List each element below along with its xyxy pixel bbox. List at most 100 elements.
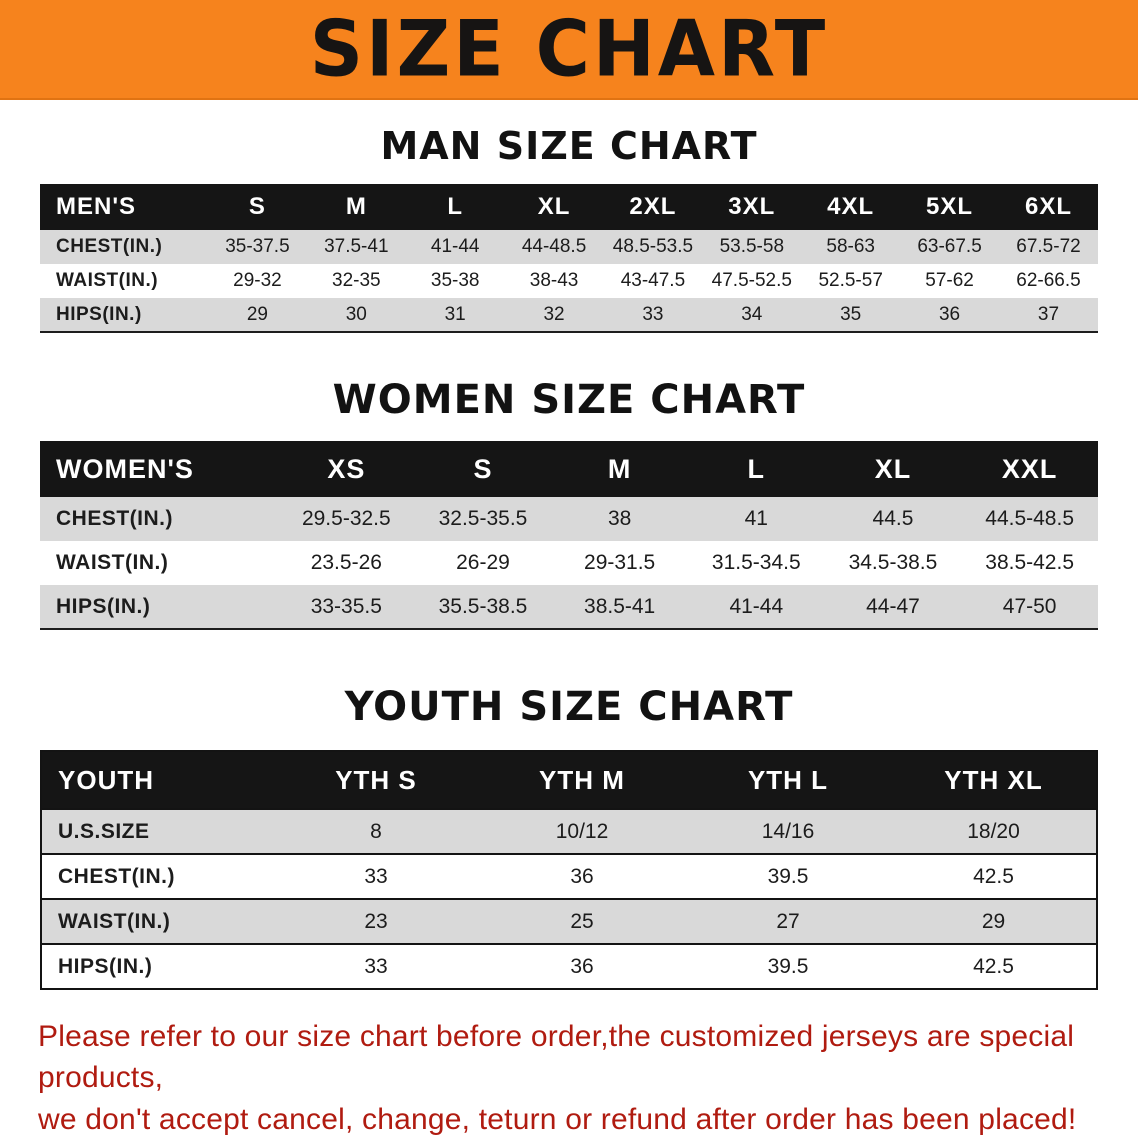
size-value-cell: 31.5-34.5 <box>711 551 801 574</box>
size-value-cell: 67.5-72 <box>999 230 1098 264</box>
measurement-row: HIPS(IN.) 33-35.5 35.5-38.5 38.5-41 41-44 44-… <box>40 585 1098 629</box>
measurement-row: WAIST(IN.) 23 25 27 29 <box>41 898 1097 944</box>
table-title-cell: MEN'S <box>40 184 208 230</box>
size-value-cell: 38-43 <box>529 270 579 291</box>
measurement-row: HIPS(IN.) 33 36 39.5 42.5 <box>41 943 1097 989</box>
size-value-cell: 39.5 <box>685 853 891 899</box>
row-label-cell: CHEST(IN.) <box>40 230 208 264</box>
women-section-heading: WOMEN SIZE CHART <box>332 377 806 423</box>
men-section-heading: MAN SIZE CHART <box>380 124 758 168</box>
size-value-cell: 29-31.5 <box>584 551 656 574</box>
size-value-cell: 33-35.5 <box>278 585 415 629</box>
row-label-cell: CHEST(IN.) <box>40 497 278 541</box>
size-column-header: YTH XL <box>891 751 1097 809</box>
size-value-cell: 44.5 <box>824 497 962 541</box>
size-column-header: XL <box>824 441 962 497</box>
table-header-row: WOMEN'S XS S M L XL XXL <box>40 441 1098 497</box>
footer-disclaimer-line-1: Please refer to our size chart before or… <box>38 1020 1075 1095</box>
size-column-header: XS <box>278 441 415 497</box>
footer-disclaimer: Please refer to our size chart before or… <box>0 1016 1138 1140</box>
row-label-cell: CHEST(IN.) <box>41 853 273 899</box>
size-value-cell: 25 <box>479 898 685 944</box>
size-column-header: M <box>551 441 688 497</box>
measurement-row: CHEST(IN.) 35-37.5 37.5-41 41-44 44-48.5 48.5… <box>40 230 1098 264</box>
size-value-cell: 14/16 <box>685 808 891 854</box>
size-column-header: M <box>306 184 406 230</box>
size-value-cell: 44-47 <box>824 585 962 629</box>
size-value-cell: 34.5-38.5 <box>848 551 938 574</box>
size-value-cell: 23.5-26 <box>310 551 382 574</box>
men-size-section: MAN SIZE CHART MEN'S S M L XL 2XL 3XL 4XL 5XL 6XL… <box>0 124 1138 333</box>
size-value-cell: 32.5-35.5 <box>414 497 552 541</box>
size-column-header: 5XL <box>900 184 999 230</box>
size-value-cell: 18/20 <box>891 808 1097 854</box>
size-value-cell: 48.5-53.5 <box>603 230 703 264</box>
size-chart-content: MAN SIZE CHART MEN'S S M L XL 2XL 3XL 4XL 5XL 6XL… <box>0 124 1138 1140</box>
table-title-cell: YOUTH <box>41 751 273 809</box>
size-column-header: XXL <box>961 441 1098 497</box>
row-label-cell: WAIST(IN.) <box>41 898 273 944</box>
size-column-header: L <box>405 184 505 230</box>
size-value-cell: 10/12 <box>479 808 685 854</box>
size-value-cell: 47.5-52.5 <box>711 270 792 291</box>
size-value-cell: 29-32 <box>233 270 282 291</box>
size-chart-banner: SIZE CHART <box>0 0 1138 100</box>
size-value-cell: 29.5-32.5 <box>278 497 415 541</box>
measurement-row: WAIST(IN.) 23.5-26 26-29 29-31.5 31.5-34.5 34… <box>40 541 1098 585</box>
size-value-cell: 23 <box>273 898 479 944</box>
size-value-cell: 38.5-41 <box>551 585 688 629</box>
size-value-cell: 37.5-41 <box>306 230 406 264</box>
measurement-row: U.S.SIZE 8 10/12 14/16 18/20 <box>41 808 1097 854</box>
women-size-section: WOMEN SIZE CHART WOMEN'S XS S M L XL XXL CHEST(… <box>0 377 1138 630</box>
size-value-cell: 36 <box>900 298 999 332</box>
size-value-cell: 41-44 <box>405 230 505 264</box>
women-size-table: WOMEN'S XS S M L XL XXL CHEST(IN.) 29.5-32.5 32.5… <box>40 441 1098 630</box>
size-value-cell: 35-37.5 <box>208 230 307 264</box>
row-label-cell: HIPS(IN.) <box>41 943 273 989</box>
measurement-row: CHEST(IN.) 33 36 39.5 42.5 <box>41 853 1097 899</box>
size-value-cell: 42.5 <box>891 943 1097 989</box>
size-value-cell: 26-29 <box>456 551 510 574</box>
size-value-cell: 53.5-58 <box>702 230 802 264</box>
size-value-cell: 63-67.5 <box>900 230 999 264</box>
size-value-cell: 35.5-38.5 <box>414 585 552 629</box>
size-value-cell: 47-50 <box>961 585 1098 629</box>
row-label-cell: WAIST(IN.) <box>56 551 169 574</box>
size-column-header: 2XL <box>603 184 703 230</box>
size-column-header: YTH L <box>685 751 891 809</box>
size-value-cell: 38 <box>551 497 688 541</box>
size-column-header: L <box>687 441 825 497</box>
size-value-cell: 39.5 <box>685 943 891 989</box>
size-value-cell: 38.5-42.5 <box>985 551 1075 574</box>
banner-title: SIZE CHART <box>309 3 829 95</box>
row-label-cell: HIPS(IN.) <box>40 585 278 629</box>
size-column-header: XL <box>504 184 604 230</box>
size-column-header: 4XL <box>801 184 901 230</box>
footer-disclaimer-line-2: we don't accept cancel, change, teturn o… <box>38 1102 1077 1136</box>
youth-size-section: YOUTH SIZE CHART YOUTH YTH S YTH M YTH L YTH… <box>0 684 1138 990</box>
table-header-row: MEN'S S M L XL 2XL 3XL 4XL 5XL 6XL <box>40 184 1098 230</box>
size-value-cell: 35 <box>801 298 901 332</box>
youth-size-table: YOUTH YTH S YTH M YTH L YTH XL U.S.SIZE 8 10/12… <box>40 750 1098 990</box>
size-column-header: S <box>414 441 552 497</box>
row-label-cell: HIPS(IN.) <box>40 298 208 332</box>
size-value-cell: 52.5-57 <box>818 270 883 291</box>
measurement-row: HIPS(IN.) 29 30 31 32 33 34 35 36 37 <box>40 298 1098 332</box>
size-value-cell: 33 <box>273 943 479 989</box>
size-value-cell: 33 <box>273 853 479 899</box>
size-value-cell: 44-48.5 <box>504 230 604 264</box>
row-label-cell: WAIST(IN.) <box>56 270 159 291</box>
size-value-cell: 32-35 <box>332 270 381 291</box>
size-value-cell: 42.5 <box>891 853 1097 899</box>
size-value-cell: 58-63 <box>801 230 901 264</box>
youth-section-heading: YOUTH SIZE CHART <box>344 684 794 730</box>
size-value-cell: 30 <box>306 298 406 332</box>
size-value-cell: 32 <box>504 298 604 332</box>
size-column-header: YTH S <box>273 751 479 809</box>
table-header-row: YOUTH YTH S YTH M YTH L YTH XL <box>41 751 1097 809</box>
measurement-row: CHEST(IN.) 29.5-32.5 32.5-35.5 38 41 44.5 44.5… <box>40 497 1098 541</box>
size-column-header: 3XL <box>702 184 802 230</box>
size-value-cell: 29 <box>891 898 1097 944</box>
size-value-cell: 36 <box>479 943 685 989</box>
size-value-cell: 36 <box>479 853 685 899</box>
